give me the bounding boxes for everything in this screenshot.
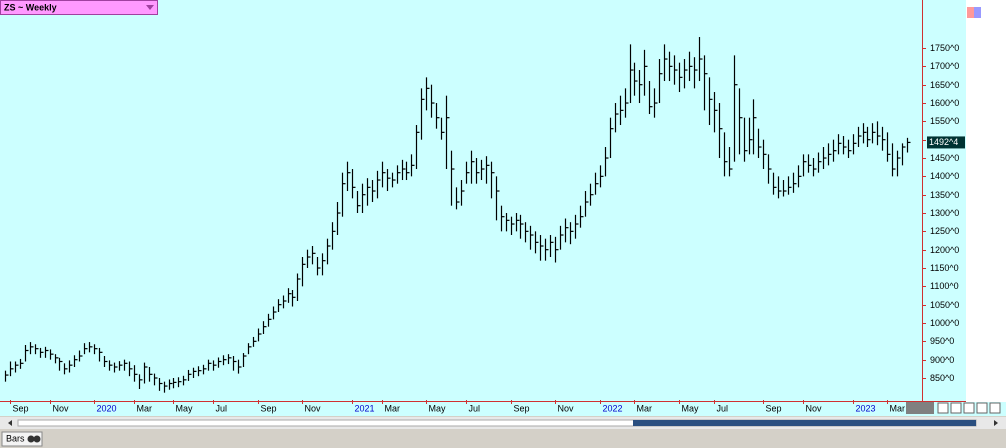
nav-button[interactable] [989,402,1001,414]
y-tick-label: 1650^0 [930,80,959,90]
bars-tab-label: Bars [6,433,25,443]
x-tick-label: Mar [890,403,906,413]
x-tick-label: 2022 [603,403,623,413]
nav-button[interactable] [976,402,988,414]
y-tick-label: 1000^0 [930,318,959,328]
y-tick-label: 1450^0 [930,153,959,163]
x-tick-label: Jul [216,403,228,413]
y-tick-label: 1350^0 [930,190,959,200]
plot-bg [0,0,966,402]
x-tick-label: Sep [261,403,277,413]
x-tick-label: Jul [717,403,729,413]
symbol-menu-label: ZS ~ Weekly [4,2,57,12]
scroll-thumb[interactable] [633,420,976,426]
y-tick-label: 1150^0 [930,263,959,273]
y-tick-label: 1750^0 [930,43,959,53]
x-tick-label: 2023 [856,403,876,413]
axes: 850^0 900^0 950^0 1000^0 1050^0 1100^0 1150^0 1… [10,43,965,413]
x-tick-label: Nov [558,403,575,413]
y-tick-label: 1400^0 [930,171,959,181]
x-tick-label: Nov [806,403,823,413]
x-tick-label: May [682,403,700,413]
last-price-marker [927,136,965,149]
buy-icon[interactable] [967,7,974,18]
y-tick-label: 900^0 [930,355,954,365]
y-tick-label: 950^0 [930,336,954,346]
tab-icon [27,435,35,443]
x-tick-label: Mar [385,403,401,413]
y-tick-label: 1200^0 [930,245,959,255]
x-tick-label: Mar [137,403,153,413]
nav-button[interactable] [950,402,962,414]
y-tick-label: 1300^0 [930,208,959,218]
scroll-left[interactable] [8,420,12,426]
x-tick-label: May [429,403,447,413]
y-tick-label: 1250^0 [930,226,959,236]
scroll-right[interactable] [994,420,998,426]
y-tick-label: 1050^0 [930,300,959,310]
symbol-menu[interactable] [0,0,158,15]
right-gutter [966,0,1006,402]
last-price-label: 1492^4 [929,137,958,147]
x-tick-label: 2021 [355,403,375,413]
x-tick-label: Nov [305,403,322,413]
x-tick-label: Sep [514,403,530,413]
y-tick-label: 850^0 [930,373,954,383]
scroll-thumb-small[interactable] [906,402,934,414]
y-tick-label: 1600^0 [930,98,959,108]
x-tick-label: Nov [53,403,70,413]
x-tick-label: Jul [469,403,481,413]
x-tick-label: May [176,403,194,413]
y-tick-label: 1550^0 [930,116,959,126]
bars-tab[interactable] [1,431,43,447]
menu-arrow [146,5,154,10]
y-tick-label: 1100^0 [930,281,959,291]
price-bars [4,37,911,393]
nav-button[interactable] [963,402,975,414]
nav-buttons [937,402,1001,414]
tab-icon [33,435,41,443]
x-tick-label: 2020 [97,403,117,413]
nav-button[interactable] [937,402,949,414]
time-axis-bg [0,402,1006,416]
sell-icon[interactable] [974,7,981,18]
x-tick-label: Sep [766,403,782,413]
x-tick-label: Sep [13,403,29,413]
y-tick-label: 1700^0 [930,61,959,71]
x-tick-label: Mar [637,403,653,413]
